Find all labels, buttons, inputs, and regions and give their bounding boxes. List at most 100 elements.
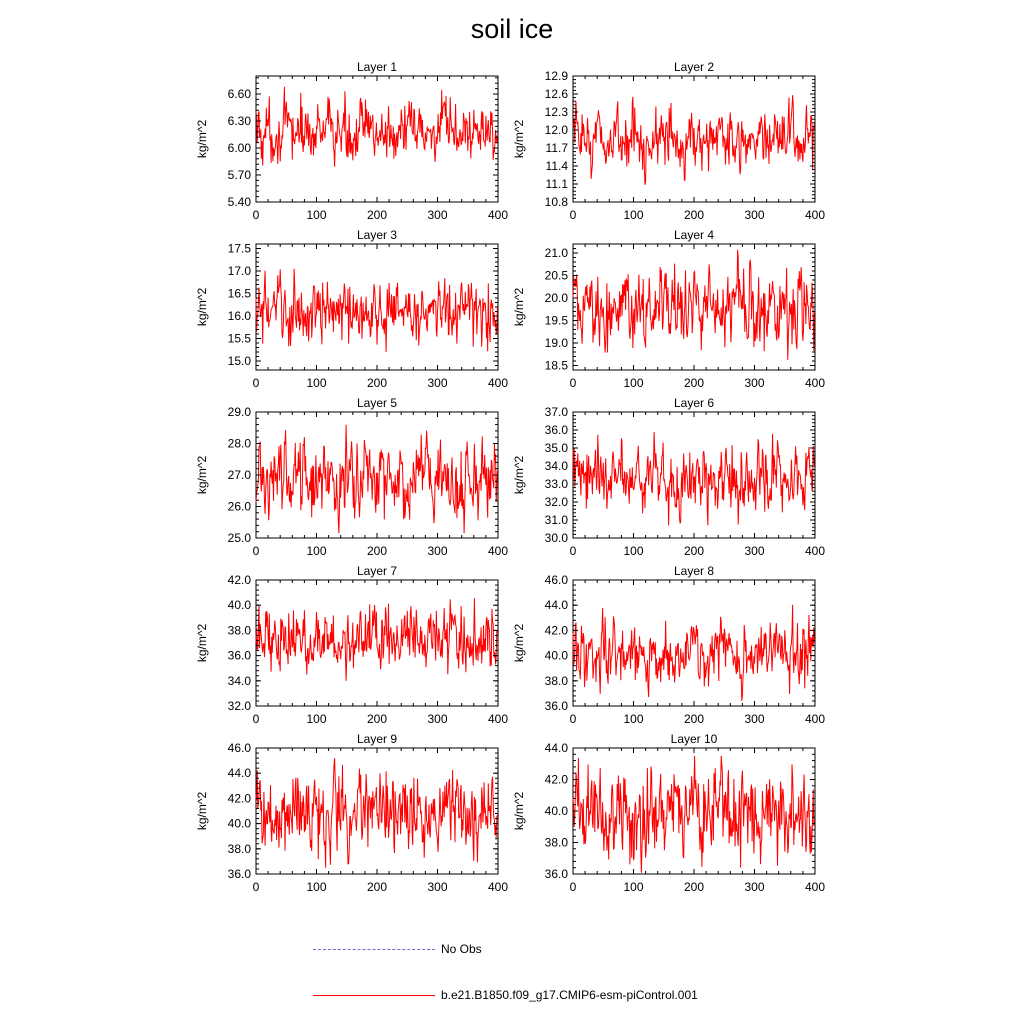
y-axis-label: kg/m^2	[195, 624, 209, 663]
x-tick-label: 100	[623, 376, 643, 390]
plot-frame	[255, 243, 499, 371]
x-tick-label: 0	[570, 544, 577, 558]
y-tick-label: 17.0	[228, 264, 252, 278]
y-tick-label: 11.4	[546, 159, 569, 173]
x-tick-label: 0	[253, 544, 260, 558]
x-tick-label: 300	[427, 208, 447, 222]
panel-title: Layer 7	[357, 564, 397, 578]
x-tick-label: 300	[744, 208, 764, 222]
panel-title: Layer 8	[674, 564, 714, 578]
x-tick-label: 200	[367, 712, 387, 726]
x-tick-label: 200	[367, 208, 387, 222]
y-tick-label: 36.0	[545, 423, 569, 437]
x-tick-label: 200	[684, 208, 704, 222]
y-tick-label: 33.0	[545, 477, 569, 491]
y-tick-label: 28.0	[228, 437, 252, 451]
x-tick-label: 200	[684, 880, 704, 894]
x-tick-label: 400	[805, 376, 825, 390]
x-tick-label: 0	[253, 880, 260, 894]
x-tick-label: 400	[488, 880, 508, 894]
y-tick-label: 5.40	[228, 195, 252, 209]
x-tick-label: 0	[570, 712, 577, 726]
y-tick-label: 5.70	[228, 168, 252, 182]
x-tick-label: 400	[488, 544, 508, 558]
series-line	[255, 424, 498, 534]
y-tick-label: 12.3	[545, 105, 569, 119]
y-tick-label: 27.0	[228, 468, 252, 482]
x-tick-label: 200	[367, 544, 387, 558]
x-tick-label: 200	[367, 376, 387, 390]
y-tick-label: 34.0	[545, 459, 569, 473]
y-axis-label: kg/m^2	[512, 288, 526, 327]
legend-obs: No Obs	[313, 940, 673, 960]
y-tick-label: 31.0	[545, 513, 569, 527]
y-tick-label: 12.6	[545, 87, 569, 101]
panel-title: Layer 5	[357, 396, 397, 410]
y-axis-label: kg/m^2	[512, 120, 526, 159]
y-tick-label: 26.0	[228, 500, 252, 514]
y-tick-label: 46.0	[228, 741, 252, 755]
y-tick-label: 38.0	[545, 836, 569, 850]
y-tick-label: 35.0	[545, 441, 569, 455]
y-tick-label: 36.0	[228, 867, 252, 881]
legend-obs-swatch	[313, 949, 435, 950]
x-tick-label: 300	[744, 544, 764, 558]
x-tick-label: 400	[805, 208, 825, 222]
legend-model-label: b.e21.B1850.f09_g17.CMIP6-esm-piControl.…	[441, 988, 698, 1002]
x-tick-label: 0	[570, 208, 577, 222]
y-tick-label: 40.0	[228, 817, 252, 831]
y-tick-label: 19.5	[545, 314, 569, 328]
y-tick-label: 42.0	[228, 791, 252, 805]
y-tick-label: 12.0	[545, 123, 569, 137]
y-tick-label: 20.5	[545, 269, 569, 283]
series-line	[572, 431, 815, 526]
series-line	[572, 755, 815, 873]
x-tick-label: 300	[744, 880, 764, 894]
y-tick-label: 11.1	[546, 177, 569, 191]
y-tick-label: 36.0	[545, 699, 569, 713]
x-tick-label: 0	[253, 712, 260, 726]
page-title: soil ice	[470, 14, 554, 44]
panel-title: Layer 4	[674, 228, 714, 242]
y-tick-label: 44.0	[545, 741, 569, 755]
y-axis-label: kg/m^2	[512, 624, 526, 663]
legend-model-swatch	[313, 995, 435, 996]
y-tick-label: 42.0	[545, 623, 569, 637]
y-axis-label: kg/m^2	[512, 792, 526, 831]
y-tick-label: 44.0	[545, 598, 569, 612]
y-tick-label: 25.0	[228, 531, 252, 545]
x-tick-label: 200	[684, 712, 704, 726]
series-line	[255, 268, 498, 353]
panel-title: Layer 3	[357, 228, 397, 242]
y-tick-label: 36.0	[545, 867, 569, 881]
y-tick-label: 46.0	[545, 573, 569, 587]
x-tick-label: 200	[684, 544, 704, 558]
y-tick-label: 38.0	[545, 674, 569, 688]
y-tick-label: 11.7	[546, 141, 569, 155]
x-tick-label: 100	[623, 208, 643, 222]
y-tick-label: 16.5	[228, 287, 252, 301]
y-axis-label: kg/m^2	[195, 288, 209, 327]
legend-obs-label: No Obs	[441, 942, 482, 956]
x-tick-label: 100	[306, 712, 326, 726]
x-tick-label: 0	[253, 208, 260, 222]
panel-title: Layer 10	[671, 732, 718, 746]
y-tick-label: 38.0	[228, 623, 252, 637]
y-tick-label: 12.9	[545, 69, 569, 83]
x-tick-label: 300	[427, 544, 447, 558]
y-tick-label: 40.0	[545, 804, 569, 818]
y-tick-label: 38.0	[228, 842, 252, 856]
y-tick-label: 15.0	[228, 354, 252, 368]
x-tick-label: 300	[427, 376, 447, 390]
x-tick-label: 100	[306, 376, 326, 390]
x-tick-label: 100	[623, 880, 643, 894]
x-tick-label: 300	[744, 376, 764, 390]
x-tick-label: 100	[306, 208, 326, 222]
x-tick-label: 400	[488, 208, 508, 222]
x-tick-label: 300	[427, 880, 447, 894]
y-tick-label: 20.0	[545, 291, 569, 305]
series-line	[572, 604, 815, 701]
y-axis-label: kg/m^2	[195, 792, 209, 831]
y-tick-label: 44.0	[228, 766, 252, 780]
y-tick-label: 40.0	[545, 649, 569, 663]
